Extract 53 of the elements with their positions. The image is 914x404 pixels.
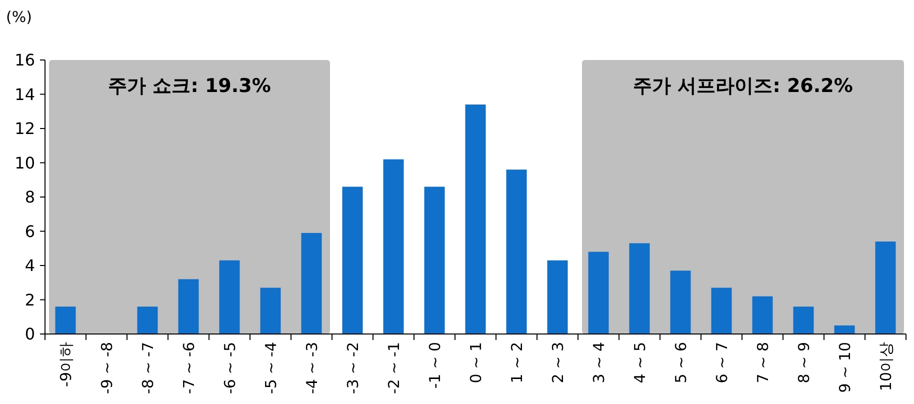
bar [547, 260, 568, 334]
y-tick-label: 16 [14, 50, 35, 70]
y-tick-label: 6 [24, 222, 35, 241]
bar [301, 232, 322, 334]
bar [670, 270, 691, 334]
bar [588, 252, 609, 334]
y-tick-label: 0 [24, 324, 35, 344]
x-tick-label: 7 ~ 8 [754, 342, 772, 384]
bar [342, 186, 363, 334]
x-tick-label: -1 ~ 0 [426, 342, 444, 389]
x-tick-label: 4 ~ 5 [630, 342, 649, 384]
x-tick-label: 1 ~ 2 [508, 342, 526, 384]
bar [834, 325, 855, 334]
x-tick-label: 9 ~ 10 [836, 342, 854, 393]
x-tick-label: -8 ~ -7 [138, 342, 157, 394]
x-tick-label: -6 ~ -5 [220, 342, 239, 394]
bar [506, 170, 527, 334]
x-tick-label: -4 ~ -3 [302, 342, 321, 394]
x-tick-label: -2 ~ -1 [384, 342, 403, 394]
y-axis-title: (%) [6, 8, 32, 26]
bar [219, 260, 240, 334]
bar [260, 288, 281, 334]
x-tick-label: 8 ~ 9 [794, 342, 813, 384]
y-tick-label: 10 [14, 153, 35, 172]
x-tick-label: -5 ~ -4 [262, 342, 280, 394]
y-tick-label: 4 [24, 256, 35, 276]
bar [793, 306, 814, 334]
x-tick-label: -9이하 [56, 342, 75, 387]
x-tick-label: 3 ~ 4 [590, 342, 608, 384]
x-tick-label: 2 ~ 3 [548, 342, 567, 384]
band-label: 주가 서프라이즈: 26.2% [633, 75, 853, 97]
bar [137, 306, 158, 334]
x-tick-label: 0 ~ 1 [466, 342, 485, 384]
bar [752, 296, 773, 334]
x-tick-label: -9 ~ -8 [98, 342, 116, 394]
band-label: 주가 쇼크: 19.3% [108, 75, 271, 97]
y-tick-label: 12 [14, 119, 35, 138]
bar [178, 279, 199, 334]
bar [465, 104, 486, 334]
x-tick-label: 10이상 [876, 342, 895, 392]
y-tick-label: 8 [24, 188, 35, 207]
x-tick-label: -3 ~ -2 [344, 342, 362, 394]
y-tick-label: 14 [14, 84, 35, 104]
bar [711, 288, 732, 334]
x-tick-label: -7 ~ -6 [180, 342, 198, 394]
bar [629, 243, 650, 334]
bar [875, 242, 896, 334]
bar [424, 186, 445, 334]
x-tick-label: 6 ~ 7 [712, 342, 731, 384]
bar [383, 159, 404, 334]
bar [55, 306, 76, 334]
y-tick-label: 2 [24, 290, 35, 310]
x-tick-label: 5 ~ 6 [672, 342, 690, 384]
